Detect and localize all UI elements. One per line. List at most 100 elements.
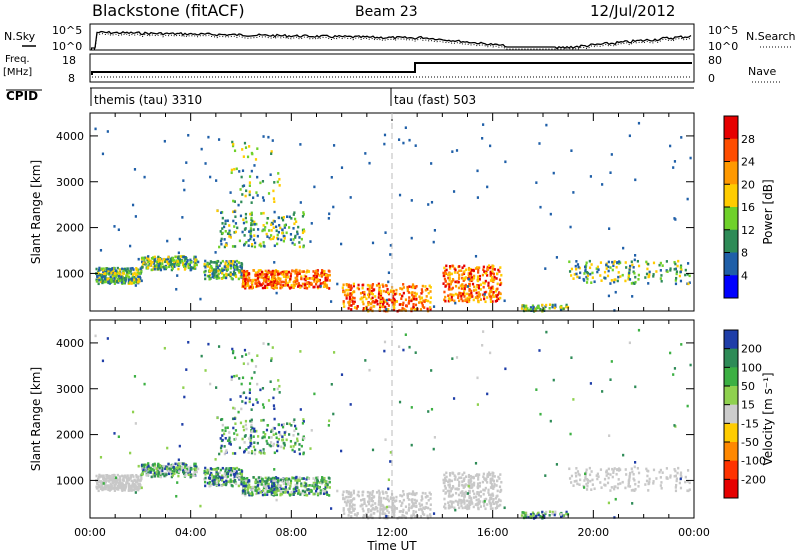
velocity-cell	[236, 472, 239, 476]
velocity-cell	[328, 480, 331, 484]
velocity-cell	[486, 503, 489, 506]
power-cell	[123, 276, 126, 280]
power-cell	[443, 277, 447, 281]
power-cell	[108, 272, 111, 275]
power-cell	[290, 283, 293, 287]
power-cell	[631, 263, 634, 267]
power-cell	[477, 293, 480, 297]
power-cell	[106, 130, 109, 133]
velocity-cell	[240, 382, 243, 386]
velocity-cell	[153, 474, 156, 478]
velocity-cell	[371, 499, 375, 503]
velocity-cell	[545, 330, 548, 334]
power-cell	[189, 268, 192, 272]
velocity-cell	[494, 506, 497, 510]
power-cell	[204, 259, 207, 263]
power-cell	[128, 279, 131, 282]
power-cell	[151, 260, 154, 264]
velocity-cell	[473, 492, 476, 496]
power-cell	[386, 288, 389, 291]
velocity-cell	[120, 482, 123, 486]
power-cell	[218, 264, 221, 267]
power-cell	[600, 279, 603, 282]
velocity-cell	[297, 489, 300, 492]
velocity-cell	[661, 471, 664, 474]
power-cell	[490, 289, 493, 293]
power-cell	[382, 300, 386, 304]
velocity-cell	[392, 497, 395, 500]
velocity-cell	[290, 424, 293, 427]
velocity-cell	[237, 410, 240, 414]
power-cell	[105, 267, 108, 270]
velocity-cell	[489, 479, 492, 482]
velocity-cell	[577, 472, 580, 476]
velocity-cell	[243, 348, 247, 352]
power-cell	[345, 297, 348, 300]
velocity-cell	[231, 467, 235, 470]
y-tick-label: 1000	[56, 267, 84, 280]
power-cell	[241, 193, 244, 196]
power-cell	[163, 139, 166, 143]
power-cell	[611, 260, 614, 264]
velocity-cell	[270, 430, 273, 433]
power-cell	[98, 278, 101, 282]
velocity-cell	[101, 488, 104, 492]
power-cell	[236, 226, 239, 230]
velocity-cell	[624, 468, 627, 471]
x-tick-label: 12:00	[376, 526, 408, 539]
power-cell	[377, 292, 381, 295]
power-cell	[134, 272, 137, 275]
power-cell	[130, 279, 133, 282]
velocity-cell	[575, 479, 578, 483]
power-cell	[686, 197, 689, 201]
velocity-cell	[221, 438, 224, 442]
velocity-cell	[460, 494, 463, 497]
velocity-cell	[367, 510, 370, 514]
velocity-cell	[463, 471, 466, 475]
velocity-cell	[95, 474, 98, 478]
power-cell	[461, 273, 464, 276]
velocity-cell	[371, 490, 375, 493]
velocity-cell	[109, 486, 112, 489]
velocity-cell	[356, 493, 359, 497]
power-cell	[267, 275, 270, 279]
velocity-cell	[468, 486, 471, 489]
power-cell	[373, 301, 376, 304]
velocity-cell	[303, 437, 306, 440]
velocity-cell	[324, 488, 327, 492]
velocity-cell	[155, 467, 158, 471]
power-cell	[351, 296, 355, 300]
power-cell	[239, 188, 242, 191]
power-cell	[266, 217, 269, 220]
velocity-cell	[303, 490, 307, 494]
power-cell	[256, 284, 259, 288]
power-cell	[107, 280, 110, 283]
power-cell	[485, 270, 488, 274]
power-cell	[385, 290, 388, 294]
power-cell	[429, 290, 432, 293]
power-cell	[231, 140, 234, 144]
power-cell	[609, 282, 612, 285]
power-cell	[676, 264, 679, 268]
velocity-cell	[153, 462, 156, 466]
velocity-cell	[402, 490, 405, 493]
power-cell	[232, 219, 235, 223]
velocity-cell	[138, 487, 141, 490]
velocity-cell	[189, 475, 192, 479]
velocity-cell	[470, 498, 473, 502]
power-cell	[262, 211, 265, 215]
power-cell	[482, 265, 485, 269]
velocity-cell	[267, 486, 271, 490]
velocity-cell	[370, 498, 373, 502]
velocity-cell	[372, 507, 375, 510]
power-cell	[368, 285, 371, 288]
velocity-cell	[303, 492, 306, 495]
velocity-cell	[250, 418, 253, 422]
power-cell	[136, 268, 139, 272]
velocity-cell	[399, 494, 402, 497]
power-cell	[162, 257, 166, 261]
velocity-cell	[588, 466, 591, 470]
power-cell	[412, 305, 415, 309]
power-cell	[104, 280, 107, 284]
velocity-cell	[259, 479, 262, 483]
